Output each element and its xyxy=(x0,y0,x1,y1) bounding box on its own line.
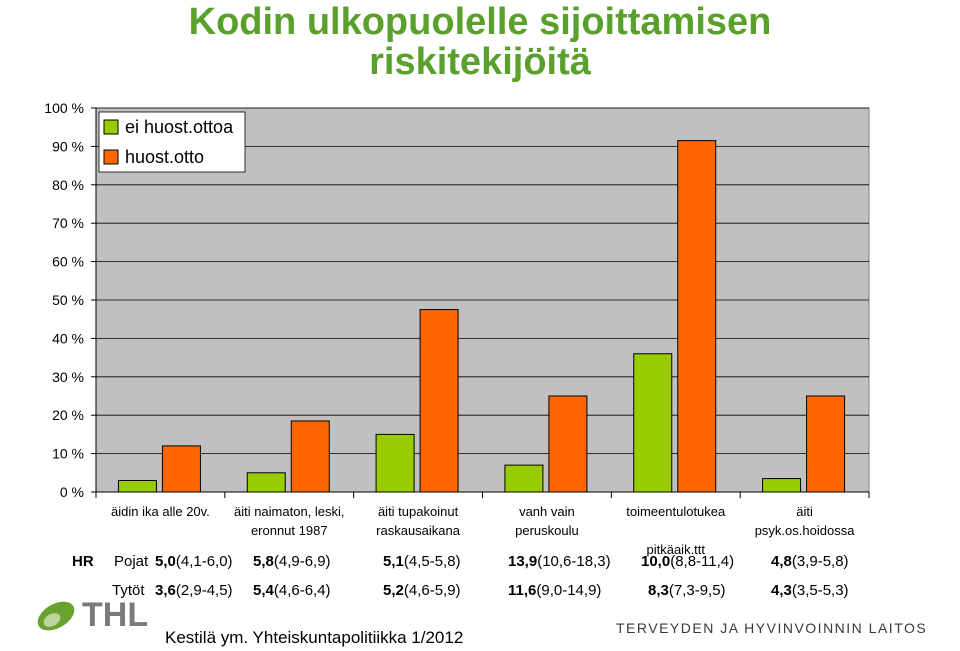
x-category-label: äidin ika alle 20v. xyxy=(111,504,210,519)
title-line-1: Kodin ulkopuolelle sijoittamisen xyxy=(188,1,772,43)
x-category-label: peruskoulu xyxy=(515,523,579,538)
bar-huostaanotto xyxy=(419,309,459,493)
hr-row-name: Pojat xyxy=(114,553,149,570)
hr-row-name: Tytöt xyxy=(112,582,145,599)
y-tick-label: 50 % xyxy=(52,292,84,308)
bar-ei-huostaanotto xyxy=(762,478,802,493)
hr-cell: 5,2(4,6-5,9) xyxy=(383,582,461,599)
hr-cell: 5,8(4,9-6,9) xyxy=(253,553,331,570)
hr-row-girls: Tytöt 3,6(2,9-4,5) 5,4(4,6-6,4) 5,2(4,6-5,9… xyxy=(0,582,960,602)
y-tick-label: 80 % xyxy=(52,177,84,193)
thl-leaf-icon xyxy=(37,601,75,631)
x-category-label: äiti naimaton, leski, xyxy=(234,504,345,519)
title-line-2: riskitekijöitä xyxy=(369,41,591,83)
x-category-label: toimeentulotukea xyxy=(626,504,726,519)
legend-swatch xyxy=(103,149,119,165)
x-category-label: raskausaikana xyxy=(376,523,461,538)
x-category-label: pitkäaik.ttt xyxy=(646,542,705,557)
hr-cell: 5,4(4,6-6,4) xyxy=(253,582,331,599)
hr-cell: 8,3(7,3-9,5) xyxy=(648,582,726,599)
bar-ei-huostaanotto xyxy=(246,472,286,493)
bar-huostaanotto xyxy=(548,395,588,493)
thl-logo: THL xyxy=(30,592,170,647)
bar-ei-huostaanotto xyxy=(375,433,415,493)
bar-huostaanotto xyxy=(290,420,330,493)
bar-chart: 0 % 10 % 20 % 30 % 40 % 50 % 60 % 70 % 80 % 90 % 1… xyxy=(44,100,870,557)
y-tick-label: 70 % xyxy=(52,215,84,231)
source-citation: Kestilä ym. Yhteiskuntapolitiikka 1/2012 xyxy=(165,628,464,647)
hr-cell: 4,3(3,5-5,3) xyxy=(771,582,849,599)
y-tick-label: 30 % xyxy=(52,369,84,385)
y-tick-label: 100 % xyxy=(44,100,84,116)
y-tick-label: 40 % xyxy=(52,330,84,346)
x-category-label: eronnut 1987 xyxy=(251,523,328,538)
hr-cell: 11,6(9,0-14,9) xyxy=(508,582,602,599)
x-category-label: psyk.os.hoidossa xyxy=(755,523,855,538)
hr-cell: 13,9(10,6-18,3) xyxy=(508,553,611,570)
bar-huostaanotto xyxy=(806,395,846,493)
logo-wordmark: THL xyxy=(82,596,148,634)
hr-cell: 5,1(4,5-5,8) xyxy=(383,553,461,570)
hr-cell: 4,8(3,9-5,8) xyxy=(771,553,849,570)
x-category-label: äiti tupakoinut xyxy=(378,504,459,519)
y-tick-label: 20 % xyxy=(52,407,84,423)
x-category-label: äiti xyxy=(796,504,813,519)
bar-ei-huostaanotto xyxy=(633,353,673,493)
legend-swatch xyxy=(103,119,119,135)
hr-cell: 3,6(2,9-4,5) xyxy=(155,582,233,599)
institute-name: TERVEYDEN JA HYVINVOINNIN LAITOS xyxy=(616,620,928,636)
bar-huostaanotto xyxy=(161,445,201,493)
hr-label: HR xyxy=(72,553,94,570)
legend-box xyxy=(98,111,246,173)
y-tick-label: 10 % xyxy=(52,446,84,462)
legend-label: huost.otto xyxy=(125,147,204,167)
bar-ei-huostaanotto xyxy=(117,479,157,493)
page-title: Kodin ulkopuolelle sijoittamisen riskite… xyxy=(0,2,960,82)
hr-cell: 10,0(8,8-11,4) xyxy=(641,553,735,570)
y-tick-label: 0 % xyxy=(60,484,84,500)
y-tick-label: 60 % xyxy=(52,254,84,270)
bar-ei-huostaanotto xyxy=(504,464,544,493)
hr-cell: 5,0(4,1-6,0) xyxy=(155,553,233,570)
hr-row-boys: HR Pojat 5,0(4,1-6,0) 5,8(4,9-6,9) 5,1(4,5-5… xyxy=(0,553,960,573)
legend-label: ei huost.ottoa xyxy=(125,117,234,137)
bar-huostaanotto xyxy=(677,140,717,493)
y-tick-label: 90 % xyxy=(52,138,84,154)
x-category-label: vanh vain xyxy=(519,504,575,519)
